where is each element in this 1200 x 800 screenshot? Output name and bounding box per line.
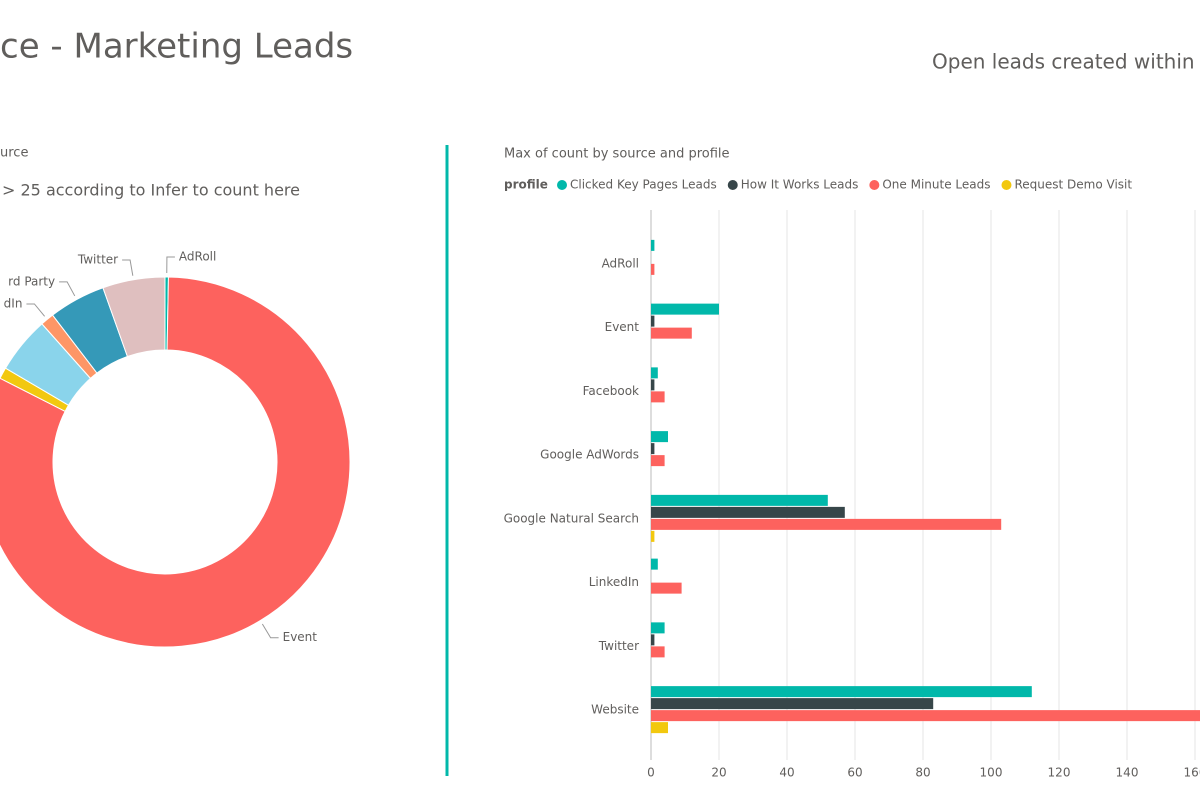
x-tick-label: 140 bbox=[1116, 766, 1139, 780]
y-tick-label: LinkedIn bbox=[589, 575, 639, 589]
donut-subtitle: > 25 according to Infer to count here bbox=[2, 181, 300, 200]
y-tick-label: Website bbox=[591, 703, 639, 717]
bar bbox=[651, 634, 655, 646]
bar bbox=[651, 558, 658, 570]
donut-label: dIn bbox=[4, 296, 23, 310]
bar bbox=[651, 494, 828, 506]
y-tick-label: Event bbox=[605, 320, 640, 334]
legend-swatch bbox=[1001, 180, 1012, 190]
x-tick-label: 0 bbox=[647, 766, 655, 780]
donut-title: urce bbox=[0, 146, 28, 161]
leader-line bbox=[59, 281, 76, 297]
bar bbox=[651, 315, 655, 327]
bar bbox=[651, 646, 665, 658]
donut-label: AdRoll bbox=[179, 250, 216, 264]
legend-label: Clicked Key Pages Leads bbox=[570, 178, 717, 192]
legend-swatch bbox=[727, 180, 738, 190]
legend-swatch bbox=[557, 180, 567, 190]
leader-line bbox=[122, 259, 134, 276]
bar bbox=[651, 391, 665, 403]
y-tick-label: Google AdWords bbox=[540, 448, 639, 462]
leader-line bbox=[26, 303, 46, 317]
x-tick-label: 80 bbox=[915, 766, 930, 780]
x-tick-label: 120 bbox=[1048, 766, 1071, 780]
legend-swatch bbox=[869, 180, 880, 190]
legend-label: Request Demo Visit bbox=[1014, 178, 1132, 192]
bar bbox=[651, 263, 655, 275]
bar bbox=[651, 622, 665, 634]
bar bbox=[651, 518, 1002, 530]
bar bbox=[651, 239, 655, 251]
donut-slice bbox=[0, 276, 351, 648]
bar bbox=[651, 379, 655, 391]
legend-title: profile bbox=[504, 178, 548, 192]
bar-title: Max of count by source and profile bbox=[504, 147, 730, 162]
bar bbox=[651, 698, 934, 710]
donut-label: Event bbox=[283, 630, 318, 644]
bar bbox=[651, 530, 655, 542]
bar bbox=[651, 506, 845, 518]
x-tick-label: 20 bbox=[711, 766, 726, 780]
bar bbox=[651, 722, 668, 734]
leader-line bbox=[261, 623, 279, 639]
legend-label: How It Works Leads bbox=[741, 178, 859, 192]
y-tick-label: AdRoll bbox=[602, 256, 639, 270]
bar bbox=[651, 367, 658, 379]
bar bbox=[651, 431, 668, 443]
donut-slice bbox=[102, 276, 166, 358]
leader-line bbox=[166, 256, 175, 274]
x-tick-label: 40 bbox=[779, 766, 794, 780]
page-subtitle: Open leads created within 14 bbox=[932, 50, 1200, 74]
legend-label: One Minute Leads bbox=[882, 178, 990, 192]
x-tick-label: 100 bbox=[980, 766, 1003, 780]
x-tick-label: 160 bbox=[1184, 766, 1200, 780]
donut-label: rd Party bbox=[8, 274, 55, 288]
y-tick-label: Twitter bbox=[598, 639, 639, 653]
bar bbox=[651, 443, 655, 455]
bar bbox=[651, 686, 1032, 698]
bar bbox=[651, 710, 1200, 722]
y-tick-label: Facebook bbox=[583, 384, 639, 398]
y-tick-label: Google Natural Search bbox=[504, 511, 639, 525]
donut-label: Twitter bbox=[77, 252, 118, 266]
bar bbox=[651, 327, 692, 339]
bar bbox=[651, 455, 665, 467]
bar bbox=[651, 303, 719, 315]
x-tick-label: 60 bbox=[847, 766, 862, 780]
bar bbox=[651, 582, 682, 594]
page-title: ce - Marketing Leads bbox=[0, 27, 353, 67]
